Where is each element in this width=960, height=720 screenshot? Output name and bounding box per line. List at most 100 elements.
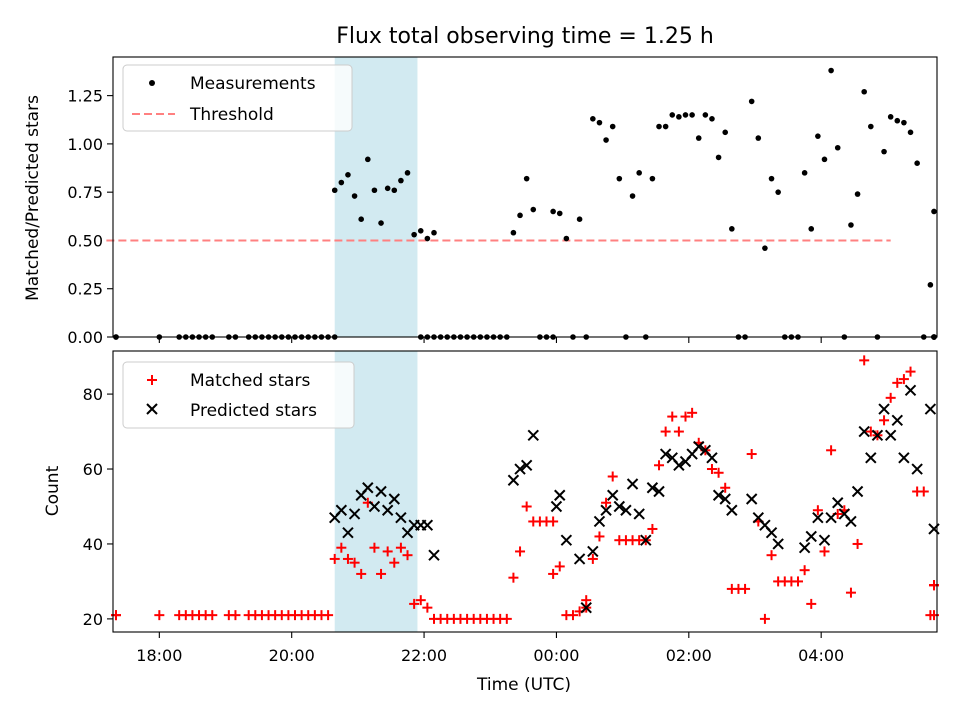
- predicted-star-point: [858, 425, 870, 438]
- predicted-star-point: [550, 500, 563, 513]
- matched-star-point: [389, 557, 400, 568]
- measurement-point: [669, 112, 676, 118]
- measurement-point: [702, 112, 709, 118]
- matched-star-point: [766, 550, 777, 561]
- measurement-point: [358, 216, 364, 223]
- matched-star-point: [680, 411, 691, 422]
- measurement-point: [404, 170, 411, 176]
- measurement-point: [417, 227, 424, 234]
- bottom-y-ticks: 20 40 60 80: [83, 385, 113, 629]
- predicted-star-point: [620, 504, 632, 516]
- measurement-point: [609, 123, 616, 130]
- predicted-star-point: [375, 485, 387, 498]
- x-tick-label: 02:00: [666, 646, 712, 665]
- measurement-point: [689, 112, 695, 118]
- bottom-y-tick-label: 80: [83, 385, 103, 404]
- matched-star-point: [508, 572, 519, 583]
- measurement-point: [510, 229, 517, 236]
- predicted-star-point: [653, 485, 665, 498]
- measurement-point: [590, 115, 596, 122]
- predicted-legend-label: Predicted stars: [190, 401, 317, 421]
- predicted-star-point: [726, 504, 738, 516]
- measurement-point: [695, 135, 702, 141]
- predicted-star-point: [898, 452, 910, 464]
- measurement-point: [682, 112, 689, 118]
- predicted-star-point: [878, 403, 890, 415]
- measurement-point: [384, 185, 391, 192]
- measurement-point: [834, 144, 841, 151]
- predicted-star-point: [368, 500, 381, 513]
- predicted-star-point: [871, 429, 884, 442]
- measurement-point: [365, 156, 371, 163]
- predicted-star-point: [520, 459, 533, 471]
- matched-star-point: [548, 568, 559, 579]
- predicted-star-point: [527, 429, 539, 442]
- predicted-star-point: [712, 489, 725, 501]
- matched-star-point: [918, 486, 929, 497]
- x-tick-label: 22:00: [401, 646, 447, 665]
- matched-star-point: [852, 538, 863, 549]
- predicted-star-point: [798, 541, 811, 554]
- matched-star-point: [687, 407, 698, 418]
- x-tick-label: 04:00: [798, 646, 844, 665]
- predicted-star-point: [825, 512, 837, 524]
- measurement-point: [868, 123, 874, 130]
- threshold-legend-label: Threshold: [189, 105, 274, 125]
- matched-legend-marker: [147, 375, 157, 385]
- predicted-star-point: [348, 508, 361, 520]
- measurement-point: [861, 88, 867, 95]
- top-y-tick-label: 0.75: [67, 183, 103, 202]
- measurement-point: [894, 117, 901, 124]
- predicted-star-point: [719, 493, 731, 505]
- measurement-point: [517, 212, 523, 219]
- predicted-star-point: [891, 414, 903, 427]
- predicted-star-point: [646, 482, 659, 494]
- predicted-star-point: [362, 482, 374, 494]
- measurement-point: [424, 235, 431, 242]
- measurement-point: [931, 208, 937, 215]
- top-y-tick-label: 0.50: [67, 231, 103, 250]
- matched-star-point: [819, 546, 830, 557]
- x-tick-label: 00:00: [533, 646, 579, 665]
- matched-star-point: [759, 613, 770, 624]
- predicted-star-point: [924, 403, 937, 415]
- matched-star-point: [601, 497, 612, 508]
- predicted-star-point: [626, 478, 639, 490]
- measurement-point: [887, 114, 894, 120]
- matched-star-point: [587, 553, 598, 564]
- matched-star-point: [515, 546, 526, 557]
- measurement-point: [709, 115, 715, 122]
- predicted-star-point: [765, 527, 778, 539]
- matched-star-point: [905, 366, 916, 377]
- predicted-star-point: [812, 512, 824, 524]
- matched-star-point: [740, 583, 751, 594]
- measurement-point: [748, 98, 755, 105]
- matched-star-point: [422, 602, 433, 613]
- measurement-point: [722, 129, 729, 136]
- top-axes-frame: [112, 56, 938, 338]
- measurements-legend-label: Measurements: [190, 74, 316, 94]
- chart-title: Flux total observing time = 1.25 h: [336, 24, 714, 49]
- predicted-star-point: [580, 601, 592, 614]
- measurement-point: [391, 187, 398, 194]
- measurement-point: [676, 114, 682, 120]
- measurement-point: [715, 154, 722, 161]
- matched-star-point: [647, 523, 658, 534]
- bottom-x-ticks: 18:00 20:00 22:00 00:00 02:00 04:00: [136, 632, 844, 665]
- measurement-point: [351, 193, 358, 199]
- top-y-tick-label: 1.25: [67, 87, 103, 106]
- matched-star-point: [336, 542, 347, 553]
- matched-star-point: [845, 587, 856, 598]
- matched-star-point: [713, 467, 724, 478]
- matched-star-point: [720, 482, 731, 493]
- bottom-axes-frame: [112, 350, 938, 633]
- matched-star-point: [342, 553, 353, 564]
- matched-star-point: [501, 613, 512, 624]
- matched-star-point: [892, 377, 903, 388]
- predicted-star-point: [772, 538, 784, 550]
- measurement-point: [914, 160, 920, 167]
- top-y-tick-label: 0.00: [67, 328, 103, 347]
- predicted-legend-marker: [146, 403, 158, 415]
